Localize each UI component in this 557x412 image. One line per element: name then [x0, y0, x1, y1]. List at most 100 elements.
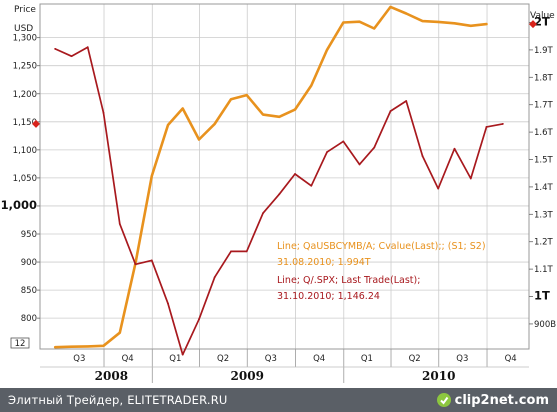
- clip2net-logo[interactable]: clip2net.com: [436, 391, 549, 409]
- left-axis-unit-price: Price: [14, 5, 36, 15]
- data-point-series-2: [262, 212, 264, 215]
- data-point-series-1: [389, 5, 392, 8]
- left-tick-label: 1,150: [13, 118, 37, 128]
- x-year-label: 2009: [231, 369, 264, 383]
- data-point-series-2: [167, 302, 169, 305]
- left-tick-label: 1,050: [13, 174, 37, 184]
- data-point-series-2: [134, 263, 137, 266]
- series-line-2: [54, 46, 504, 356]
- clip2net-logo-text: clip2net.com: [454, 392, 549, 408]
- data-point-series-1: [453, 22, 456, 25]
- data-point-series-2: [230, 250, 232, 253]
- left-axis-bottom-box: [10, 337, 30, 349]
- x-year-label: 2008: [95, 369, 128, 383]
- data-point-series-2: [373, 146, 376, 149]
- left-tick-label: 1,200: [13, 90, 37, 100]
- data-point-series-1: [294, 108, 296, 111]
- data-point-series-2: [437, 187, 440, 190]
- x-quarter-label: Q1: [169, 354, 181, 364]
- series-line-1: [53, 5, 488, 349]
- data-point-series-2: [421, 155, 424, 157]
- x-axis: Q3 Q4 Q1 Q2 Q3 Q4 Q1 Q2 Q3 Q4 2008 2009 2010: [40, 349, 529, 383]
- x-quarter-label: Q4: [122, 354, 134, 364]
- data-point-series-2: [198, 318, 200, 321]
- data-point-series-1: [342, 21, 345, 24]
- data-point-series-2: [54, 47, 57, 50]
- data-point-series-2: [213, 276, 216, 279]
- x-year-label: 2010: [422, 369, 455, 383]
- data-point-series-1: [150, 175, 153, 177]
- data-point-series-1: [245, 94, 248, 97]
- left-tick-label: 850: [21, 286, 37, 296]
- data-point-series-1: [469, 24, 472, 27]
- data-point-series-1: [167, 124, 169, 126]
- right-tick-label: 1.3T: [534, 210, 554, 220]
- x-quarter-label: Q3: [73, 354, 85, 364]
- footer-bar: Элитный Трейдер, ELITETRADER.RU clip2net…: [0, 388, 557, 412]
- right-tick-label: 1.7T: [534, 101, 554, 111]
- data-point-series-1: [86, 345, 89, 348]
- x-quarter-label: Q4: [313, 354, 325, 364]
- left-axis-unit-usd: USD: [14, 24, 33, 34]
- clip2net-logo-icon: [436, 393, 451, 407]
- right-tick-label: 1.1T: [534, 265, 554, 275]
- right-axis-unit-value: Value: [530, 11, 555, 21]
- legend-entry-1-line1: Line; QaUSBCYMB/A; Cvalue(Last);; (S1; S…: [277, 241, 486, 252]
- data-point-series-1: [485, 23, 488, 26]
- data-point-series-1: [54, 346, 57, 349]
- data-point-series-2: [86, 46, 89, 49]
- series-lines: [32, 5, 537, 356]
- data-point-series-2: [102, 111, 105, 114]
- legend-entry-2-line2: 31.10.2010; 1,146.24: [277, 291, 380, 302]
- chart: 1,300 1,250 1,200 1,150 1,100 1,050 1,000 950 90…: [1, 3, 556, 383]
- chart-legend: Line; QaUSBCYMB/A; Cvalue(Last);; (S1; S…: [277, 241, 486, 302]
- x-quarter-label: Q3: [265, 354, 277, 364]
- data-point-series-2: [150, 259, 153, 262]
- left-axis-last-value-marker: [32, 119, 40, 128]
- right-tick-label: 1T: [534, 289, 550, 303]
- data-point-series-1: [310, 84, 313, 87]
- data-point-series-2: [453, 147, 456, 150]
- data-point-series-2: [70, 55, 73, 58]
- left-tick-label: 1,250: [13, 62, 37, 72]
- data-point-series-1: [405, 12, 408, 15]
- plot-frame: [39, 3, 530, 350]
- right-tick-label: 1.8T: [534, 73, 554, 83]
- data-point-series-1: [213, 122, 216, 125]
- data-point-series-1: [181, 107, 184, 110]
- data-point-series-2: [245, 250, 248, 253]
- data-point-series-2: [358, 163, 361, 166]
- data-point-series-2: [326, 151, 328, 153]
- data-point-series-1: [118, 331, 121, 334]
- right-axis: 2T 1.9T 1.8T 1.7T 1.6T 1.5T 1.4T 1.3T 1.2T 1.1T 1T…: [529, 14, 556, 330]
- data-point-series-2: [485, 125, 488, 128]
- left-tick-label: 1,000: [1, 198, 37, 212]
- left-tick-label: 900: [21, 258, 37, 268]
- data-point-series-1: [278, 115, 281, 118]
- footer-credit: Элитный Трейдер, ELITETRADER.RU: [8, 393, 228, 407]
- right-tick-label: 1.9T: [534, 46, 554, 56]
- data-point-series-1: [102, 344, 105, 347]
- data-point-series-1: [373, 27, 376, 30]
- data-point-series-2: [294, 173, 296, 175]
- left-tick-label: 1,300: [13, 34, 37, 44]
- left-tick-label: 800: [21, 314, 37, 324]
- right-axis-last-value-marker: [529, 20, 537, 29]
- data-point-series-1: [262, 113, 264, 116]
- data-point-series-2: [405, 100, 408, 102]
- legend-entry-2-line1: Line; Q/.SPX; Last Trade(Last);: [277, 275, 420, 286]
- x-quarter-label: Q3: [456, 354, 468, 364]
- data-point-series-1: [437, 21, 440, 23]
- left-axis-bottom-label: 12: [15, 339, 26, 349]
- x-quarter-label: Q1: [361, 354, 373, 364]
- right-tick-label: 1.2T: [534, 238, 554, 248]
- data-point-series-2: [118, 223, 121, 225]
- data-point-series-2: [501, 123, 504, 125]
- x-quarter-label: Q2: [217, 354, 229, 364]
- x-quarter-label: Q4: [505, 354, 517, 364]
- data-point-series-2: [310, 184, 313, 187]
- left-tick-label: 950: [21, 230, 37, 240]
- data-point-series-2: [389, 110, 392, 113]
- data-point-series-2: [469, 177, 472, 180]
- legend-entry-1-line2: 31.08.2010; 1.994T: [277, 257, 371, 268]
